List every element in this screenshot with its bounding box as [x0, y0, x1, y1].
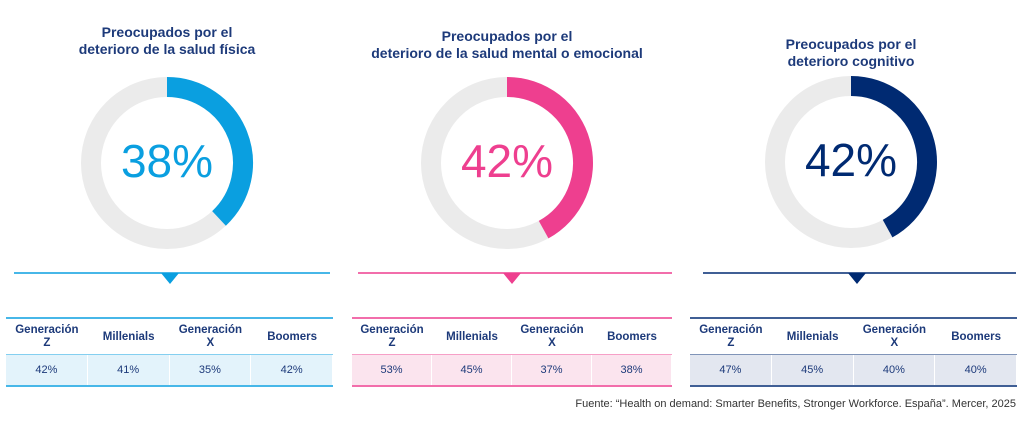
table-cell: 53% — [352, 355, 432, 385]
pointer — [848, 273, 866, 284]
source-note: Fuente: “Health on demand: Smarter Benef… — [575, 398, 1016, 410]
pointer — [161, 273, 179, 284]
table-cell: 45% — [432, 355, 512, 385]
donut-arc — [506, 77, 593, 239]
table-cell: 42% — [251, 355, 333, 385]
table-header: Generación Z — [699, 324, 763, 349]
chart-title: Preocupados por el deterioro cognitivo — [785, 36, 917, 69]
table-cell: 38% — [592, 355, 672, 385]
table-header: Generación X — [520, 324, 584, 349]
table-cell: 45% — [771, 355, 854, 385]
table-header: Millenials — [446, 330, 498, 343]
pointer — [503, 273, 521, 284]
table-header: Generación Z — [360, 324, 424, 349]
table-header: Boomers — [267, 330, 318, 343]
table-header: Generación Z — [15, 324, 79, 349]
value-label: 38% — [121, 135, 213, 187]
table-cell: 35% — [169, 355, 252, 385]
table-header: Boomers — [951, 330, 1002, 343]
table-header: Millenials — [102, 330, 155, 343]
table-cell: 42% — [6, 355, 88, 385]
chart-title: Preocupados por el deterioro de la salud… — [371, 28, 643, 61]
table-header: Boomers — [607, 330, 657, 343]
table-header: Generación X — [178, 324, 243, 349]
value-label: 42% — [461, 135, 553, 187]
table-header: Generación X — [862, 324, 927, 349]
donut-arc — [850, 76, 937, 238]
table-cell: 40% — [935, 355, 1017, 385]
table-header: Millenials — [786, 330, 839, 343]
chart-title: Preocupados por el deterioro de la salud… — [78, 24, 256, 57]
donut-arc — [166, 77, 253, 226]
table-cell: 40% — [853, 355, 936, 385]
table-cell: 41% — [87, 355, 170, 385]
table-cell: 37% — [512, 355, 592, 385]
table-cell: 47% — [690, 355, 772, 385]
value-label: 42% — [805, 134, 897, 186]
